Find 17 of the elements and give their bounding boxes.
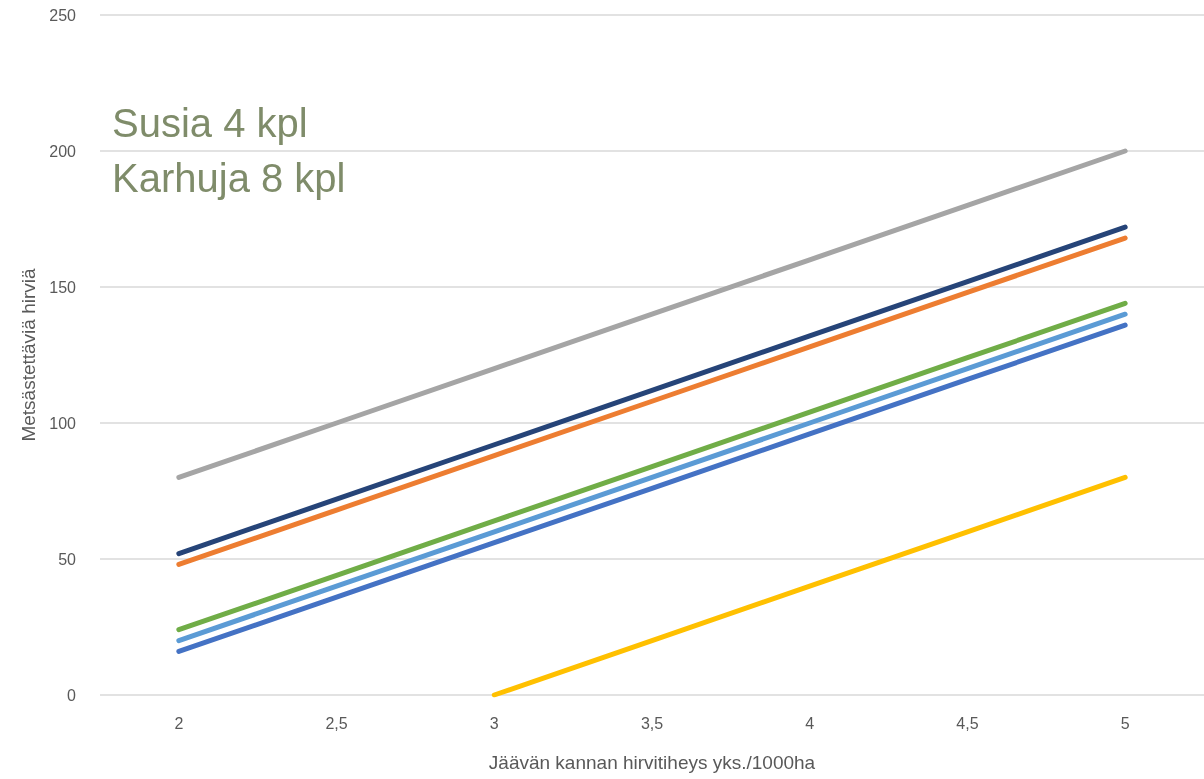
y-tick-label: 200 [49, 142, 77, 160]
y-axis-title: Metsästettäviä hirviä [18, 267, 40, 442]
x-tick-label: 2 [174, 714, 184, 732]
x-axis-title: Jäävän kannan hirvitiheys yks./1000ha [488, 752, 816, 773]
x-tick-label: 3 [489, 714, 499, 732]
x-tick-label: 5 [1120, 714, 1130, 732]
y-tick-label: 250 [49, 6, 77, 24]
y-tick-label: 100 [49, 414, 77, 432]
annotation: Karhuja 8 kpl [112, 156, 346, 200]
y-tick-label: 150 [49, 278, 77, 296]
y-tick-label: 0 [67, 686, 77, 704]
x-tick-label: 2,5 [325, 714, 348, 732]
annotation: Susia 4 kpl [112, 101, 308, 145]
x-tick-label: 4 [805, 714, 815, 732]
x-tick-label: 4,5 [956, 714, 979, 732]
y-tick-label: 50 [58, 550, 77, 568]
x-tick-label: 3,5 [640, 714, 664, 732]
